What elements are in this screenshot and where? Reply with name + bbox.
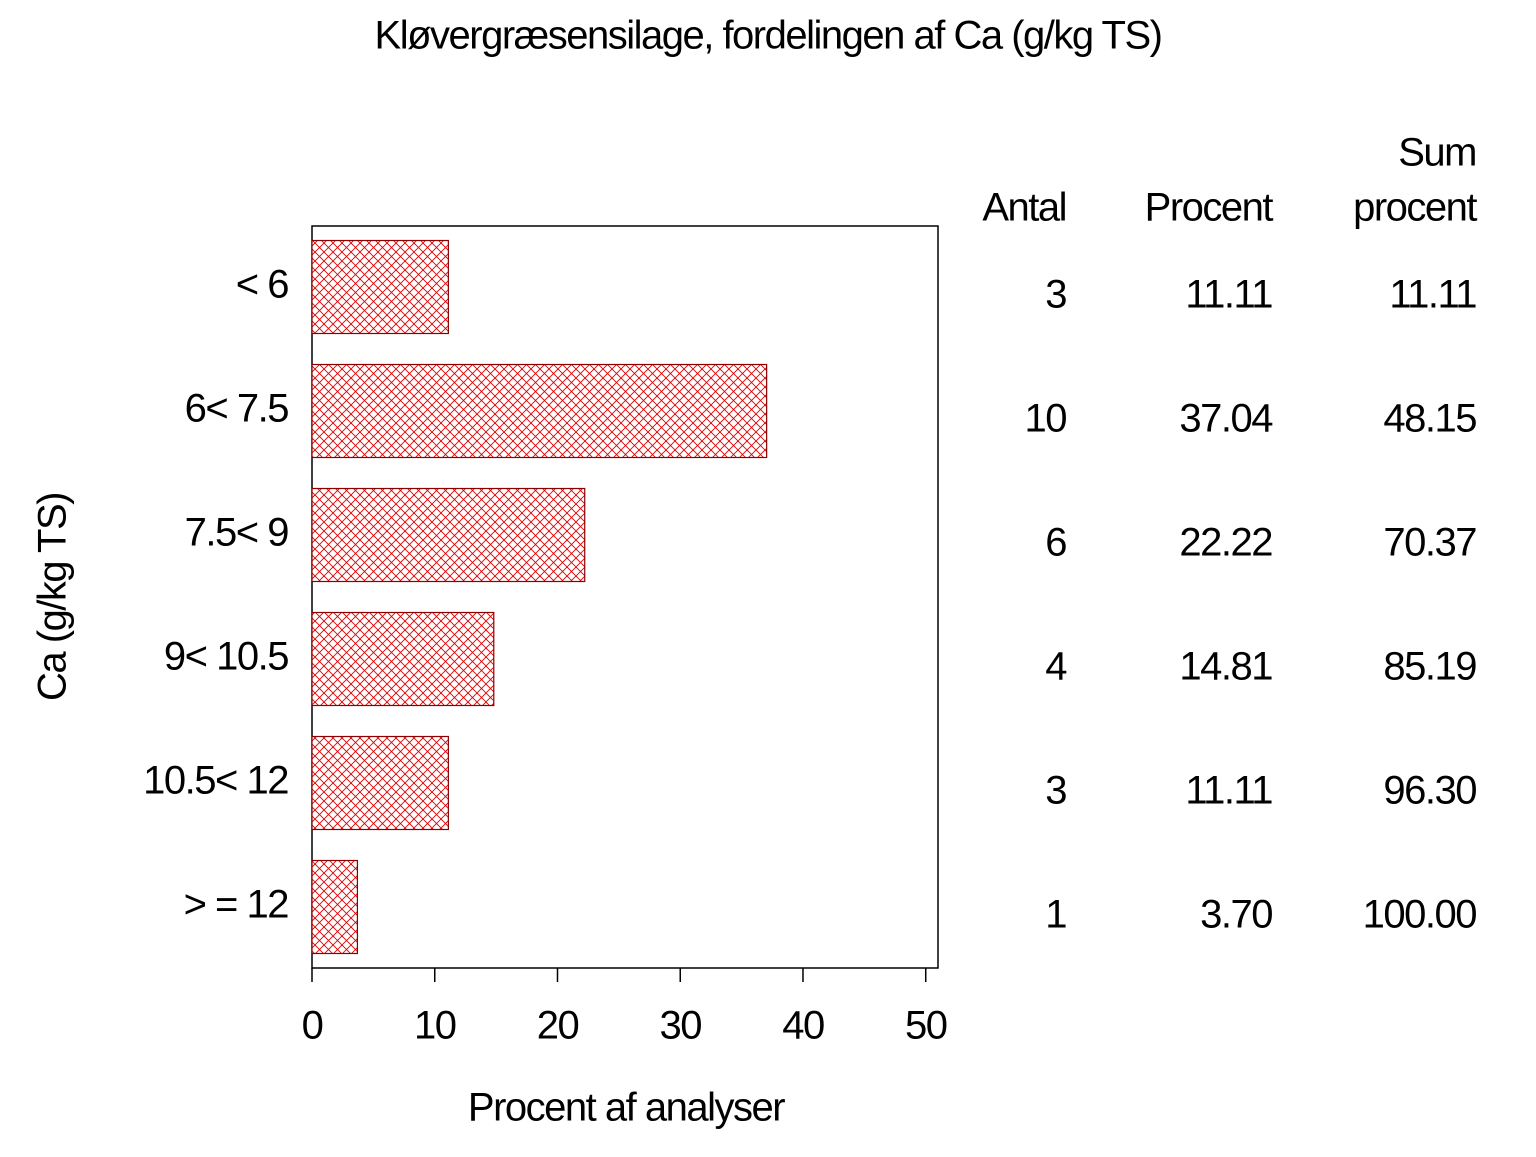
x-tick-label: 50: [905, 1004, 947, 1048]
x-tick-label: 40: [782, 1004, 824, 1048]
table-header: procent: [1353, 186, 1477, 230]
bar: [311, 487, 586, 583]
table-cumulative: 100.00: [1363, 893, 1477, 937]
x-axis-label: Procent af analyser: [468, 1086, 785, 1130]
table-header: Procent: [1145, 186, 1274, 230]
table-count: 10: [1025, 397, 1067, 441]
y-tick-label: 9< 10.5: [164, 635, 288, 679]
table-count: 3: [1045, 769, 1066, 813]
table-percent: 22.22: [1179, 521, 1272, 565]
table-percent: 37.04: [1179, 397, 1273, 441]
table-count: 1: [1045, 893, 1066, 937]
bar: [311, 363, 768, 459]
x-tick-label: 30: [659, 1004, 701, 1048]
y-axis-label: Ca (g/kg TS): [31, 493, 75, 701]
table-cumulative: 85.19: [1383, 645, 1476, 689]
table-percent: 14.81: [1179, 645, 1272, 689]
x-tick-label: 0: [302, 1004, 323, 1048]
bar: [311, 735, 449, 831]
x-tick-label: 10: [414, 1004, 456, 1048]
table-header: Antal: [982, 186, 1066, 230]
x-tick-label: 20: [537, 1004, 579, 1048]
table-cumulative: 96.30: [1383, 769, 1476, 813]
table-cumulative: 11.11: [1389, 273, 1476, 317]
y-tick-label: 7.5< 9: [185, 511, 289, 555]
table-cumulative: 70.37: [1383, 521, 1476, 565]
table-percent: 3.70: [1200, 893, 1272, 937]
y-tick-label: > = 12: [184, 883, 289, 927]
y-tick-label: 10.5< 12: [143, 759, 288, 803]
y-tick-label: < 6: [236, 263, 288, 307]
plot-frame: [311, 225, 939, 969]
table-count: 4: [1045, 645, 1067, 689]
bar: [311, 239, 449, 335]
bar: [311, 859, 359, 955]
table-cumulative: 48.15: [1383, 397, 1476, 441]
table-percent: 11.11: [1185, 273, 1272, 317]
table-count: 3: [1045, 273, 1066, 317]
table-percent: 11.11: [1185, 769, 1272, 813]
table-header: Sum: [1398, 131, 1476, 175]
chart-title: Kløvergræsensilage, fordelingen af Ca (g…: [375, 14, 1162, 58]
bar: [311, 611, 495, 707]
table-count: 6: [1045, 521, 1066, 565]
y-tick-label: 6< 7.5: [185, 387, 289, 431]
